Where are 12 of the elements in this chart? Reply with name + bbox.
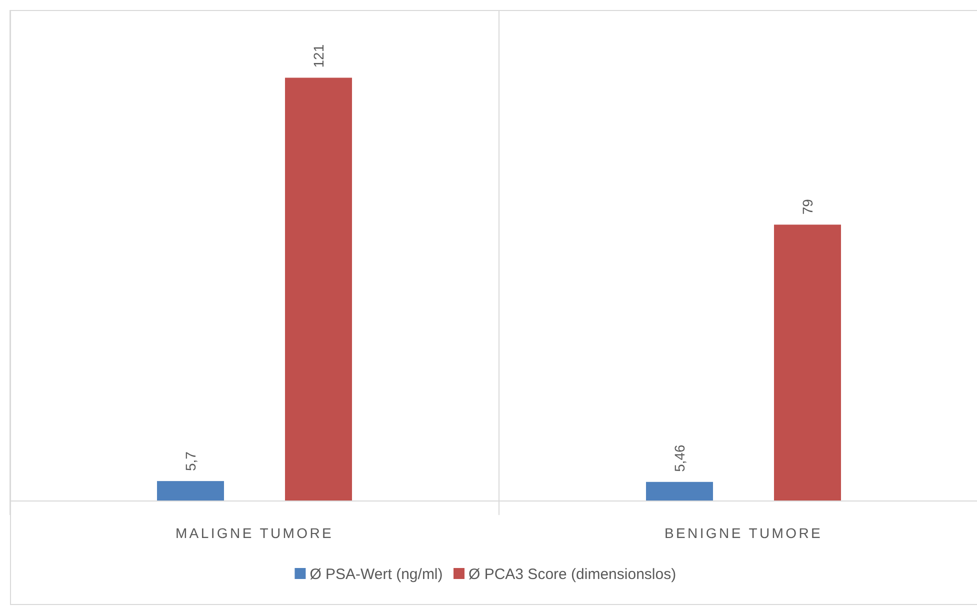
bar bbox=[646, 482, 713, 501]
x-tick-label: BENIGNE TUMORE bbox=[664, 525, 823, 541]
data-label: 5,7 bbox=[182, 451, 198, 472]
data-label: 121 bbox=[310, 44, 326, 68]
bar bbox=[285, 78, 352, 501]
data-label: 5,46 bbox=[672, 444, 688, 472]
x-tick-label: MALIGNE TUMORE bbox=[175, 525, 334, 541]
legend-label: Ø PCA3 Score (dimensionslos) bbox=[468, 566, 676, 583]
bar bbox=[774, 224, 841, 501]
data-label: 79 bbox=[800, 198, 816, 215]
bar bbox=[157, 481, 224, 501]
legend-label: Ø PSA-Wert (ng/ml) bbox=[310, 566, 443, 583]
